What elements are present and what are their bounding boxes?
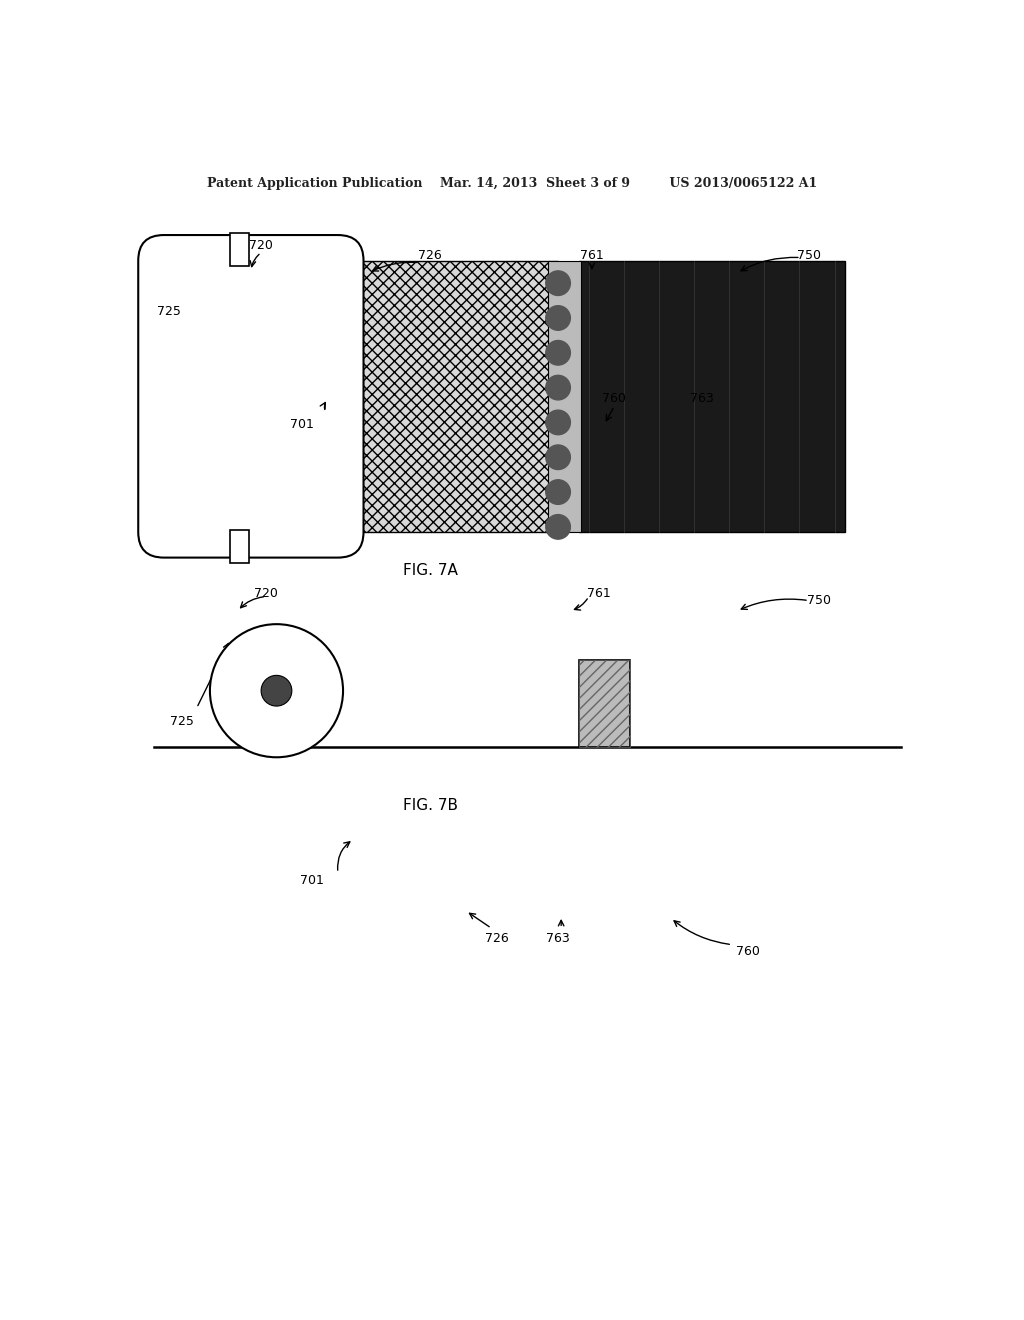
Circle shape [546,341,570,366]
Circle shape [546,479,570,504]
Bar [579,660,630,747]
FancyBboxPatch shape [138,235,364,557]
Circle shape [546,411,570,434]
Circle shape [546,306,570,330]
Text: 720: 720 [254,587,279,599]
Text: Patent Application Publication    Mar. 14, 2013  Sheet 3 of 9         US 2013/00: Patent Application Publication Mar. 14, … [207,177,817,190]
Text: 720: 720 [249,239,273,252]
Circle shape [546,515,570,539]
Text: 760: 760 [602,392,627,405]
Text: 760: 760 [735,945,760,958]
Text: 761: 761 [587,587,611,599]
Text: 750: 750 [797,249,821,261]
Text: FIG. 7B: FIG. 7B [402,799,458,813]
Circle shape [261,676,292,706]
Text: 726: 726 [484,932,509,945]
Text: 763: 763 [689,392,714,405]
Bar [548,260,581,532]
FancyBboxPatch shape [230,234,249,265]
Text: 761: 761 [580,249,604,261]
Text: FIG. 7A: FIG. 7A [402,562,458,578]
Bar [579,660,630,747]
Text: 725: 725 [170,715,195,727]
Text: 726: 726 [418,249,442,261]
Text: 701: 701 [290,418,314,430]
Circle shape [546,445,570,470]
Bar [579,260,845,532]
Circle shape [546,375,570,400]
Circle shape [546,271,570,296]
Bar [338,260,558,532]
Text: 750: 750 [807,594,831,607]
Text: 725: 725 [157,305,181,318]
Circle shape [210,624,343,758]
FancyBboxPatch shape [230,529,249,562]
Text: 763: 763 [546,932,570,945]
Text: 701: 701 [300,874,325,887]
